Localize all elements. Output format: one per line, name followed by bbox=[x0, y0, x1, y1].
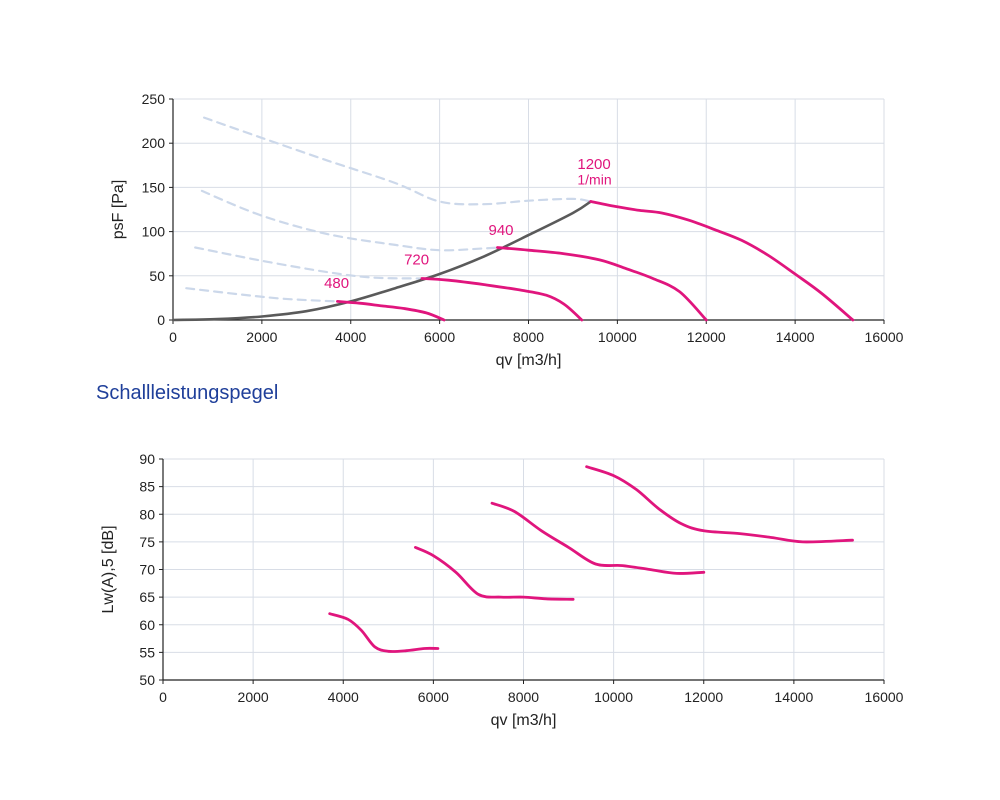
y-tick-label: 85 bbox=[139, 479, 155, 495]
y-tick-label: 90 bbox=[139, 451, 155, 467]
series-curve-1200 bbox=[585, 465, 854, 544]
x-tick-label: 12000 bbox=[684, 689, 723, 705]
series-curve-480 bbox=[328, 612, 440, 653]
x-axis-label: qv [m3/h] bbox=[491, 712, 557, 729]
series-curve-480 bbox=[336, 300, 446, 322]
speed-label: 720 bbox=[404, 251, 429, 268]
y-axis-label: psF [Pa] bbox=[110, 180, 127, 240]
x-tick-label: 10000 bbox=[594, 689, 633, 705]
series-curve-940 bbox=[496, 246, 708, 322]
chart-1: 0 2000 4000 6000 8000 10000 12000 14000 16000 0 50… bbox=[110, 91, 904, 369]
y-tick-label: 50 bbox=[149, 268, 165, 284]
chart-2: 0 2000 4000 6000 8000 10000 12000 14000 16000 50 5… bbox=[100, 451, 904, 729]
x-tick-label: 2000 bbox=[238, 689, 269, 705]
x-tick-label: 16000 bbox=[865, 689, 904, 705]
x-tick-label: 8000 bbox=[513, 329, 544, 345]
speed-label: 1200 bbox=[577, 156, 610, 173]
y-tick-label: 75 bbox=[139, 534, 155, 550]
speed-label: 1/min bbox=[577, 172, 611, 188]
y-axis-label: Lw(A),5 [dB] bbox=[100, 525, 117, 613]
y-tick-label: 80 bbox=[139, 506, 155, 522]
series-curve-940 bbox=[490, 501, 706, 575]
x-tick-label: 6000 bbox=[424, 329, 455, 345]
y-tick-label: 65 bbox=[139, 589, 155, 605]
y-tick-label: 55 bbox=[139, 644, 155, 660]
x-tick-label: 0 bbox=[169, 329, 177, 345]
x-tick-label: 8000 bbox=[508, 689, 539, 705]
dashed-curve-8 bbox=[185, 287, 339, 303]
x-tick-label: 12000 bbox=[687, 329, 726, 345]
y-tick-label: 70 bbox=[139, 562, 155, 578]
x-tick-label: 16000 bbox=[865, 329, 904, 345]
dashed-curve-6 bbox=[200, 189, 499, 252]
y-tick-label: 50 bbox=[139, 672, 155, 688]
section-title: Schallleistungspegel bbox=[96, 382, 279, 404]
y-tick-label: 100 bbox=[142, 224, 166, 240]
y-tick-label: 60 bbox=[139, 617, 155, 633]
series-curve-720 bbox=[414, 546, 575, 601]
y-tick-label: 150 bbox=[142, 179, 166, 195]
x-tick-label: 14000 bbox=[776, 329, 815, 345]
x-tick-label: 0 bbox=[159, 689, 167, 705]
system-curve bbox=[171, 200, 592, 322]
speed-label: 940 bbox=[489, 222, 514, 239]
series-curve-720 bbox=[420, 277, 584, 322]
series-curve-1200 bbox=[589, 200, 855, 322]
x-tick-label: 2000 bbox=[246, 329, 277, 345]
dashed-curve-5 bbox=[203, 116, 592, 206]
x-tick-label: 4000 bbox=[335, 329, 366, 345]
y-tick-label: 250 bbox=[142, 91, 166, 107]
y-tick-label: 0 bbox=[157, 312, 165, 328]
x-tick-label: 6000 bbox=[418, 689, 449, 705]
speed-label: 480 bbox=[324, 275, 349, 292]
x-tick-label: 4000 bbox=[328, 689, 359, 705]
x-axis-label: qv [m3/h] bbox=[496, 352, 562, 369]
y-tick-label: 200 bbox=[142, 135, 166, 151]
x-tick-label: 14000 bbox=[774, 689, 813, 705]
dashed-curve-7 bbox=[194, 246, 423, 280]
x-tick-label: 10000 bbox=[598, 329, 637, 345]
